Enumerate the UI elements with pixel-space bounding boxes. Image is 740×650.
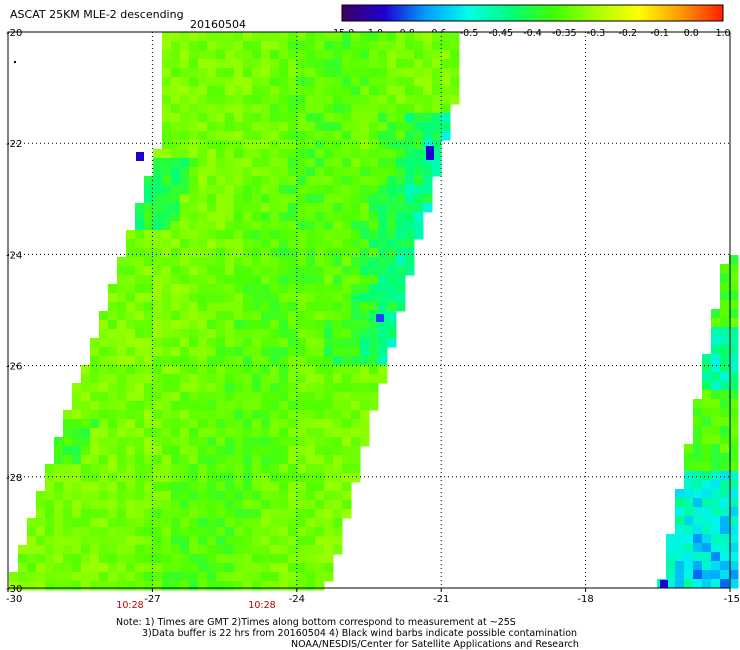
lat-label: -26	[6, 362, 22, 373]
lat-label: -24	[6, 250, 22, 261]
lat-label: -30	[6, 584, 22, 595]
lon-label: -27	[144, 594, 160, 605]
map-grid	[7, 31, 731, 592]
lon-label: -18	[577, 594, 593, 605]
lon-label: -24	[289, 594, 305, 605]
colorbar-tick-label: 0.0	[684, 28, 699, 39]
colorbar-tick-label: 1.0	[715, 28, 730, 39]
swath-layer	[9, 32, 739, 591]
colorbar-tick-label: -0.35	[552, 28, 577, 39]
colorbar-tick-label: -0.4	[523, 28, 542, 39]
lon-label: -15	[724, 594, 740, 605]
lon-label: -30	[6, 594, 22, 605]
marker-dot	[14, 61, 16, 63]
map-title: ASCAT 25KM MLE-2 descending	[10, 8, 184, 21]
lon-label: -21	[433, 594, 449, 605]
lat-label: -20	[6, 28, 22, 39]
note-line-1: Note: 1) Times are GMT 2)Times along bot…	[116, 617, 516, 628]
colorbar-tick-label: -0.45	[488, 28, 513, 39]
note-line-3: NOAA/NESDIS/Center for Satellite Applica…	[291, 639, 579, 650]
lat-label: -28	[6, 473, 22, 484]
colorbar-tick-label: -0.1	[650, 28, 669, 39]
colorbar-tick-label: -0.3	[587, 28, 606, 39]
lat-label: -22	[6, 139, 22, 150]
time-label: 10:28	[248, 600, 275, 611]
note-line-2: 3)Data buffer is 22 hrs from 20160504 4)…	[142, 628, 578, 639]
map-date: 20160504	[190, 18, 246, 31]
colorbar-tick-label: -0.2	[618, 28, 637, 39]
colorbar-ramp	[341, 4, 724, 22]
colorbar-tick-label: -0.5	[460, 28, 479, 39]
time-label: 10:28	[116, 600, 143, 611]
